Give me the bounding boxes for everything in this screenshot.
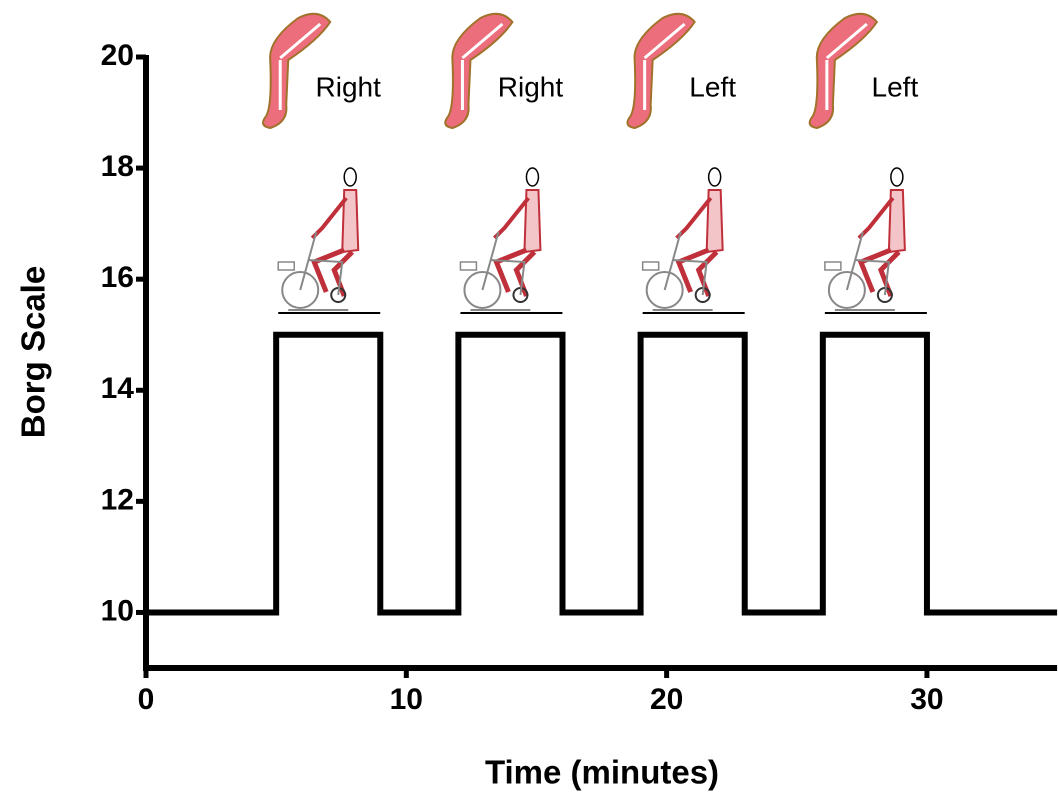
- x-tick-label: 0: [138, 683, 155, 716]
- annotation: Left: [872, 71, 919, 102]
- annotation: Right: [316, 71, 382, 102]
- y-tick-label: 16: [101, 261, 134, 294]
- annotation: Right: [498, 71, 564, 102]
- bike-seat: [825, 262, 841, 270]
- rider-arm: [677, 198, 711, 238]
- x-tick-label: 10: [390, 683, 423, 716]
- exercise-icons: [627, 14, 744, 313]
- annotation: Left: [689, 71, 736, 102]
- bike-seat: [643, 262, 659, 270]
- y-tick-label: 14: [101, 372, 135, 405]
- chart: Time (minutes) Borg Scale 10 12 14 16 18 20 0 1…: [0, 0, 1059, 799]
- x-tick-label: 20: [650, 683, 683, 716]
- rider-head: [891, 168, 903, 186]
- y-tick-label: 12: [101, 483, 134, 516]
- rider-head: [526, 168, 538, 186]
- y-axis-title: Borg Scale: [15, 266, 52, 438]
- x-axis-title: Time (minutes): [485, 754, 719, 791]
- rider-arm: [312, 198, 346, 238]
- bike-seat: [278, 262, 294, 270]
- rider-head: [344, 168, 356, 186]
- y-tick-label: 20: [101, 39, 134, 72]
- rider-arm: [859, 198, 893, 238]
- x-tick-label: 30: [910, 683, 943, 716]
- exercise-icons: [445, 14, 562, 313]
- bike-seat: [460, 262, 476, 270]
- leg-icon: [810, 14, 877, 128]
- rider-head: [709, 168, 721, 186]
- exercise-icons: [263, 14, 380, 313]
- step-line: [146, 335, 1057, 613]
- exercise-icons: [810, 14, 927, 313]
- y-tick-label: 10: [101, 594, 134, 627]
- rider-arm: [494, 198, 528, 238]
- y-tick-label: 18: [101, 150, 134, 183]
- leg-icon: [627, 14, 694, 128]
